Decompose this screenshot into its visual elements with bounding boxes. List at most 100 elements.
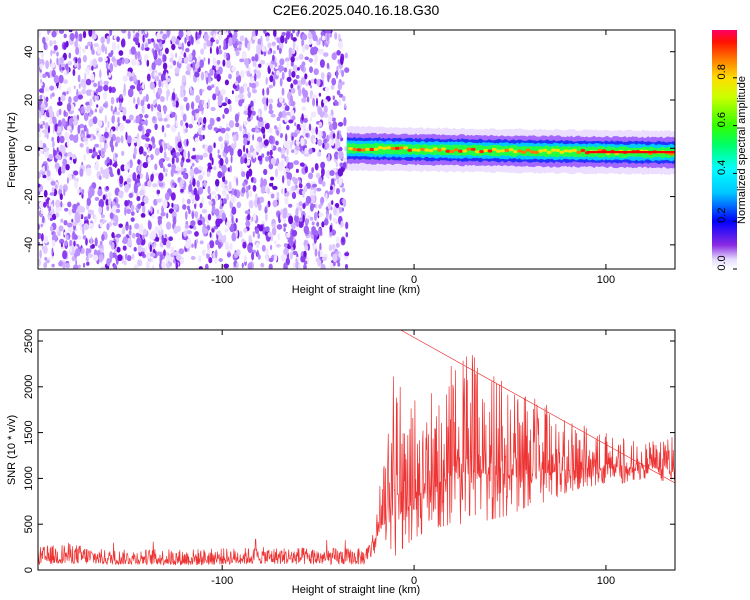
noise-speck bbox=[128, 114, 134, 121]
noise-speck bbox=[226, 60, 231, 69]
noise-speck bbox=[207, 124, 213, 130]
noise-speck bbox=[289, 251, 294, 260]
noise-speck bbox=[56, 51, 59, 57]
noise-speck bbox=[204, 103, 208, 109]
signal-peak bbox=[576, 150, 582, 154]
noise-speck bbox=[312, 183, 317, 188]
noise-speck bbox=[140, 99, 145, 107]
noise-speck bbox=[166, 142, 170, 149]
signal-peak bbox=[542, 148, 548, 152]
noise-speck bbox=[294, 122, 297, 127]
noise-speck bbox=[198, 255, 202, 263]
noise-speck bbox=[163, 54, 167, 62]
noise-speck bbox=[311, 167, 314, 174]
noise-speck bbox=[153, 243, 156, 249]
noise-speck bbox=[150, 230, 156, 240]
noise-speck bbox=[135, 232, 141, 238]
noise-speck bbox=[209, 152, 213, 161]
noise-speck bbox=[293, 160, 299, 166]
noise-speck bbox=[199, 88, 203, 96]
noise-speck bbox=[174, 67, 180, 74]
noise-speck bbox=[72, 203, 78, 211]
noise-speck bbox=[40, 208, 44, 215]
noise-speck bbox=[92, 30, 96, 35]
noise-speck bbox=[314, 78, 317, 85]
noise-speck bbox=[129, 224, 132, 231]
noise-speck bbox=[308, 38, 313, 45]
noise-speck bbox=[305, 133, 309, 138]
noise-speck bbox=[202, 171, 205, 176]
noise-speck bbox=[233, 188, 238, 197]
signal-peak bbox=[546, 150, 552, 154]
noise-speck bbox=[71, 218, 74, 223]
noise-speck bbox=[44, 235, 49, 244]
noise-speck bbox=[149, 81, 155, 90]
noise-speck bbox=[341, 207, 344, 212]
noise-speck bbox=[255, 242, 260, 249]
noise-speck bbox=[219, 158, 224, 166]
noise-speck bbox=[126, 178, 131, 184]
noise-speck bbox=[303, 263, 307, 269]
noise-speck bbox=[281, 147, 286, 154]
noise-speck bbox=[262, 178, 267, 187]
noise-speck bbox=[122, 106, 127, 116]
noise-speck bbox=[56, 110, 60, 118]
noise-speck bbox=[238, 93, 244, 99]
noise-speck bbox=[100, 266, 106, 269]
noise-speck bbox=[41, 215, 45, 224]
noise-speck bbox=[139, 189, 145, 196]
noise-speck bbox=[280, 254, 286, 262]
noise-speck bbox=[117, 168, 121, 176]
noise-speck bbox=[269, 75, 274, 83]
noise-speck bbox=[338, 134, 342, 139]
noise-speck bbox=[136, 182, 141, 187]
noise-speck bbox=[141, 30, 144, 35]
noise-speck bbox=[270, 193, 275, 199]
signal-peak bbox=[352, 147, 358, 152]
noise-speck bbox=[339, 162, 344, 167]
noise-speck bbox=[193, 199, 196, 205]
noise-speck bbox=[254, 53, 259, 62]
noise-speck bbox=[235, 94, 240, 103]
noise-speck bbox=[99, 240, 103, 246]
noise-speck bbox=[66, 102, 72, 112]
noise-speck bbox=[327, 153, 331, 163]
noise-speck bbox=[267, 42, 272, 49]
noise-speck bbox=[53, 40, 57, 45]
noise-speck bbox=[308, 123, 312, 131]
noise-speck bbox=[166, 212, 169, 219]
noise-speck bbox=[243, 227, 248, 233]
noise-speck bbox=[335, 160, 338, 168]
noise-speck bbox=[144, 42, 149, 48]
noise-speck bbox=[335, 242, 340, 248]
noise-speck bbox=[151, 173, 154, 181]
noise-speck bbox=[94, 214, 97, 223]
noise-speck bbox=[49, 93, 53, 100]
noise-speck bbox=[291, 229, 298, 237]
noise-speck bbox=[292, 30, 295, 34]
noise-speck bbox=[91, 182, 97, 190]
noise-speck bbox=[215, 86, 219, 95]
noise-speck bbox=[325, 142, 330, 150]
noise-speck bbox=[336, 66, 339, 71]
noise-speck bbox=[201, 249, 206, 256]
noise-speck bbox=[269, 182, 272, 187]
noise-speck bbox=[143, 195, 149, 205]
noise-speck bbox=[49, 111, 54, 118]
noise-speck bbox=[228, 37, 233, 47]
noise-speck bbox=[115, 254, 118, 263]
noise-speck bbox=[236, 262, 240, 268]
noise-speck bbox=[310, 127, 316, 135]
noise-speck bbox=[344, 146, 347, 152]
noise-speck bbox=[150, 103, 154, 112]
noise-speck bbox=[212, 93, 217, 101]
noise-speck bbox=[81, 188, 85, 195]
signal-peak bbox=[415, 148, 421, 152]
noise-speck bbox=[242, 182, 246, 187]
noise-speck bbox=[223, 263, 229, 269]
noise-speck bbox=[99, 175, 102, 180]
noise-speck bbox=[89, 113, 92, 118]
signal-peak bbox=[348, 147, 354, 151]
noise-speck bbox=[220, 181, 225, 189]
